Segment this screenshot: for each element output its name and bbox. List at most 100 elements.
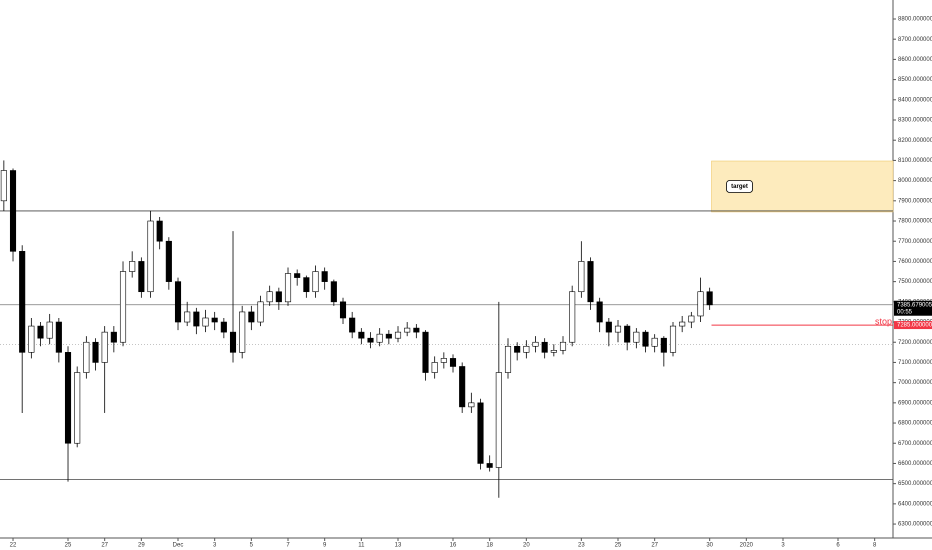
candle-body — [559, 341, 567, 351]
y-tick-label: 8300.00000000 — [898, 118, 932, 124]
y-tick-label: 7500.00000000 — [898, 279, 932, 285]
candle-body — [239, 311, 246, 353]
last-price-box — [894, 300, 932, 316]
x-tick-label: Dec — [173, 543, 184, 549]
x-tick-label: 2020 — [740, 543, 754, 549]
candle-body — [468, 402, 475, 408]
candle-body — [101, 331, 108, 363]
candle-body — [367, 337, 374, 343]
y-tick-label: 8200.00000000 — [898, 138, 932, 144]
x-tick-label: 7 — [286, 543, 290, 549]
candle-body — [110, 331, 117, 343]
candle-body — [55, 321, 62, 353]
y-tick-label: 7200.00000000 — [898, 340, 932, 346]
candle-body — [633, 331, 640, 343]
x-tick-label: 22 — [10, 543, 17, 549]
candle-body — [193, 311, 200, 327]
x-tick-label: 18 — [486, 543, 493, 549]
candle-body — [64, 352, 72, 444]
x-tick-label: 29 — [138, 543, 145, 549]
candle-body — [9, 170, 17, 252]
y-tick-label: 7900.00000000 — [898, 198, 932, 204]
candle-body — [624, 325, 631, 343]
y-tick-label: 8000.00000000 — [898, 178, 932, 184]
candle-body — [706, 291, 713, 306]
candle-body — [19, 251, 26, 353]
candle-body — [569, 291, 576, 343]
y-tick-label: 6700.00000000 — [898, 441, 932, 447]
target-label: target — [731, 184, 748, 190]
candle-body — [459, 366, 466, 408]
candle-body — [440, 358, 447, 363]
y-tick-label: 6800.00000000 — [898, 421, 932, 427]
stop-price-box — [894, 321, 932, 330]
x-tick-label: 25 — [615, 543, 622, 549]
y-tick-label: 6400.00000000 — [898, 501, 932, 507]
candle-body — [358, 331, 365, 339]
candle-body — [431, 362, 438, 373]
x-tick-label: 5 — [250, 543, 254, 549]
candle-body — [28, 325, 35, 353]
candle-body — [275, 291, 282, 303]
candle-body — [147, 220, 154, 293]
candle-body — [321, 271, 328, 282]
candle-body — [119, 271, 127, 343]
x-tick-label: 16 — [450, 543, 457, 549]
candle-body — [697, 291, 704, 317]
y-tick-label: 7000.00000000 — [898, 380, 932, 386]
x-tick-label: 3 — [213, 543, 217, 549]
candle-body — [174, 281, 182, 323]
candle-body — [651, 337, 658, 347]
candle-body — [220, 321, 227, 333]
candle-body — [596, 301, 603, 323]
x-tick-label: 6 — [836, 543, 840, 549]
candle-body — [349, 317, 356, 333]
candle-body — [679, 321, 686, 327]
candle-body — [523, 345, 530, 353]
x-tick-label: 11 — [358, 543, 365, 549]
candle-body — [37, 325, 44, 339]
candle-body — [202, 317, 209, 327]
y-tick-label: 6900.00000000 — [898, 400, 932, 406]
x-tick-label: 9 — [323, 543, 327, 549]
candle-body — [266, 291, 273, 303]
y-tick-label: 7100.00000000 — [898, 360, 932, 366]
stop-label: stop — [875, 316, 892, 326]
candle-body — [257, 301, 264, 323]
candle-body — [605, 321, 612, 333]
candle-body — [422, 331, 429, 373]
y-tick-label: 8800.00000000 — [898, 17, 932, 23]
last-price-label: 7385.67900508 — [897, 302, 932, 308]
x-tick-label: 3 — [781, 543, 785, 549]
candle-body — [284, 273, 292, 303]
candle-body — [184, 311, 191, 323]
y-tick-label: 6500.00000000 — [898, 481, 932, 487]
y-tick-label: 8600.00000000 — [898, 57, 932, 63]
candle-body — [541, 341, 548, 353]
candle-body — [477, 402, 484, 464]
candle-body — [614, 325, 622, 333]
candle-body — [385, 333, 392, 339]
candle-body — [138, 261, 145, 293]
candle-body — [449, 358, 457, 367]
candle-body — [229, 331, 237, 353]
candle-body — [669, 325, 677, 353]
candle-body — [294, 273, 301, 278]
candle-body — [248, 311, 255, 323]
y-tick-label: 7800.00000000 — [898, 219, 932, 225]
x-tick-label: 25 — [65, 543, 72, 549]
candle-body — [129, 261, 136, 272]
candle-body — [74, 372, 81, 444]
x-tick-label: 27 — [651, 543, 658, 549]
x-tick-label: 8 — [873, 543, 877, 549]
candle-body — [504, 345, 512, 373]
x-tick-label: 23 — [578, 543, 585, 549]
candle-body — [211, 317, 218, 323]
candle-body — [688, 315, 695, 323]
y-tick-label: 6600.00000000 — [898, 461, 932, 467]
candle-body — [83, 341, 90, 373]
x-tick-label: 30 — [706, 543, 713, 549]
candle-body — [339, 301, 347, 319]
